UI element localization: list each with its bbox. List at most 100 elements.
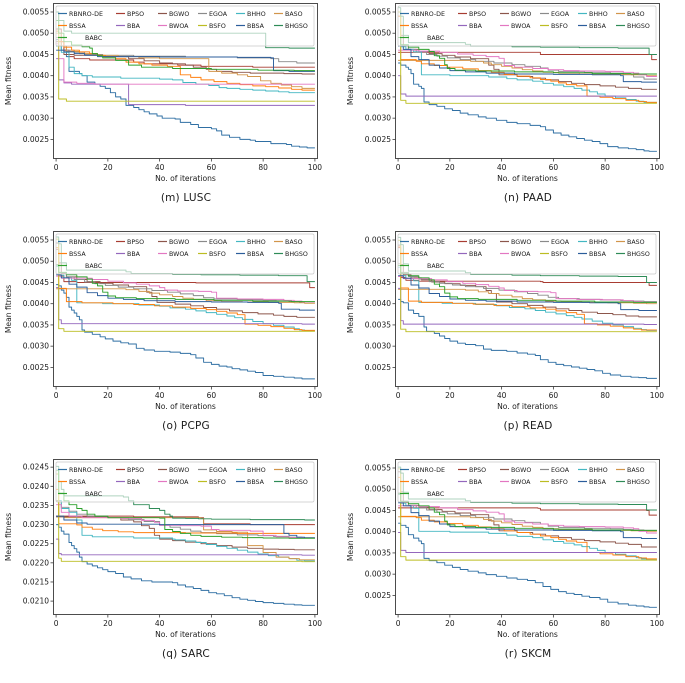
y-tick-label: 0.0035 <box>365 92 391 101</box>
y-tick-label: 0.0050 <box>365 29 391 38</box>
y-tick-label: 0.0025 <box>23 135 49 144</box>
series-BSSA <box>56 488 315 534</box>
series-BABC <box>398 265 657 303</box>
series-BABC <box>56 264 315 303</box>
legend-label-BBSA: BBSA <box>589 23 607 30</box>
legend-label-RBNRO-DE: RBNRO-DE <box>411 11 445 18</box>
legend-label-BBSA: BBSA <box>247 251 265 258</box>
series-RBNRO-DE <box>56 524 315 606</box>
legend-label-EGOA: EGOA <box>551 239 570 246</box>
legend: RBNRO-DE BPSO BGWO EGOA BHHO BASO BSSA BBA BWOA B… <box>55 233 315 275</box>
x-tick-label: 60 <box>207 391 217 400</box>
legend-label-BSSA: BSSA <box>69 479 86 486</box>
series-BBSA <box>56 515 315 539</box>
y-tick-label: 0.0040 <box>365 527 391 536</box>
x-axis-label: No. of iterations <box>497 402 558 411</box>
series-EGOA <box>56 264 315 303</box>
legend-label-BBA: BBA <box>469 23 483 30</box>
x-tick-label: 0 <box>396 163 401 172</box>
axes: 0.0025 0.0030 0.0035 0.0040 0.0045 0.0050 0.00… <box>346 231 664 411</box>
legend-label-BSSA: BSSA <box>411 479 428 486</box>
legend-label-BABC: BABC <box>85 491 103 498</box>
legend-label-BBSA: BBSA <box>589 251 607 258</box>
x-tick-label: 80 <box>258 619 268 628</box>
legend-label-BBSA: BBSA <box>247 23 265 30</box>
series-BWOA <box>398 49 657 77</box>
legend-label-BABC: BABC <box>427 35 445 42</box>
legend-label-BASO: BASO <box>285 11 303 18</box>
y-tick-label: 0.0050 <box>23 257 49 266</box>
legend: RBNRO-DE BPSO BGWO EGOA BHHO BASO BSSA BBA BWOA B… <box>397 461 657 503</box>
y-tick-label: 0.0025 <box>365 135 391 144</box>
series-BABC <box>398 37 657 75</box>
series-BBSA <box>398 275 657 311</box>
legend-label-BHHO: BHHO <box>247 467 266 474</box>
y-axis-label: Mean fitness <box>346 57 355 105</box>
legend-label-BPSO: BPSO <box>469 11 486 18</box>
series-BPSO <box>398 507 657 516</box>
y-tick-label: 0.0055 <box>365 235 391 244</box>
series-BWOA <box>56 275 315 303</box>
chart-caption: (n) PAAD <box>503 192 553 204</box>
x-axis-label: No. of iterations <box>497 630 558 639</box>
legend-label-BHGSO: BHGSO <box>285 23 308 30</box>
legend-label-BHGSO: BHGSO <box>627 23 650 30</box>
x-tick-label: 20 <box>103 163 113 172</box>
series-lines <box>56 236 315 380</box>
y-tick-label: 0.0030 <box>23 342 49 351</box>
series-BABC <box>56 469 315 539</box>
legend-label-RBNRO-DE: RBNRO-DE <box>69 239 103 246</box>
legend-label-BSSA: BSSA <box>69 23 86 30</box>
legend-label-BABC: BABC <box>85 35 103 42</box>
series-RBNRO-DE <box>398 298 657 379</box>
chart-canvas-m-lusc: 0.0025 0.0030 0.0035 0.0040 0.0045 0.0050 0.00… <box>4 3 322 183</box>
legend-label-BBA: BBA <box>127 23 141 30</box>
legend-label-BHGSO: BHGSO <box>285 251 308 258</box>
legend-label-BGWO: BGWO <box>169 467 189 474</box>
legend-label-BSFO: BSFO <box>209 479 226 486</box>
y-tick-label: 0.0045 <box>365 506 391 515</box>
series-BHHO <box>56 45 315 94</box>
legend-label-BASO: BASO <box>627 11 645 18</box>
legend-label-EGOA: EGOA <box>209 11 228 18</box>
legend-label-BSSA: BSSA <box>69 251 86 258</box>
series-BASO <box>398 288 657 305</box>
y-tick-label: 0.0045 <box>365 50 391 59</box>
y-tick-label: 0.0030 <box>365 342 391 351</box>
x-tick-label: 80 <box>600 619 610 628</box>
y-tick-label: 0.0030 <box>365 570 391 579</box>
series-BWOA <box>398 276 657 303</box>
legend-label-BHHO: BHHO <box>247 11 266 18</box>
legend-label-BSFO: BSFO <box>209 23 226 30</box>
series-BSSA <box>56 247 315 331</box>
series-BBA <box>398 532 657 553</box>
series-BASO <box>56 500 315 561</box>
legend-label-BASO: BASO <box>285 467 303 474</box>
chart-canvas-p-read: 0.0025 0.0030 0.0035 0.0040 0.0045 0.0050 0.00… <box>346 231 664 411</box>
legend-label-BPSO: BPSO <box>127 239 144 246</box>
x-axis-label: No. of iterations <box>155 402 216 411</box>
x-tick-label: 80 <box>600 163 610 172</box>
legend-label-BSFO: BSFO <box>551 479 568 486</box>
y-axis-label: Mean fitness <box>4 285 13 333</box>
legend-label-BWOA: BWOA <box>511 479 531 486</box>
series-lines <box>56 465 315 606</box>
x-tick-label: 40 <box>155 391 165 400</box>
x-tick-label: 20 <box>445 163 455 172</box>
x-tick-label: 20 <box>103 391 113 400</box>
y-tick-label: 0.0050 <box>365 257 391 266</box>
series-BPSO <box>398 51 657 61</box>
axes: 0.0025 0.0030 0.0035 0.0040 0.0045 0.0050 0.00… <box>346 459 664 639</box>
y-tick-label: 0.0030 <box>23 114 49 123</box>
y-tick-label: 0.0050 <box>23 29 49 38</box>
axes: 0.0025 0.0030 0.0035 0.0040 0.0045 0.0050 0.00… <box>4 3 322 183</box>
legend-label-RBNRO-DE: RBNRO-DE <box>411 239 445 246</box>
y-tick-label: 0.0040 <box>23 71 49 80</box>
y-tick-label: 0.0045 <box>365 278 391 287</box>
series-BHHO <box>56 500 315 562</box>
x-tick-label: 40 <box>497 619 507 628</box>
y-tick-label: 0.0025 <box>365 363 391 372</box>
legend-label-BWOA: BWOA <box>169 251 189 258</box>
x-tick-label: 80 <box>600 391 610 400</box>
legend-label-BABC: BABC <box>427 491 445 498</box>
